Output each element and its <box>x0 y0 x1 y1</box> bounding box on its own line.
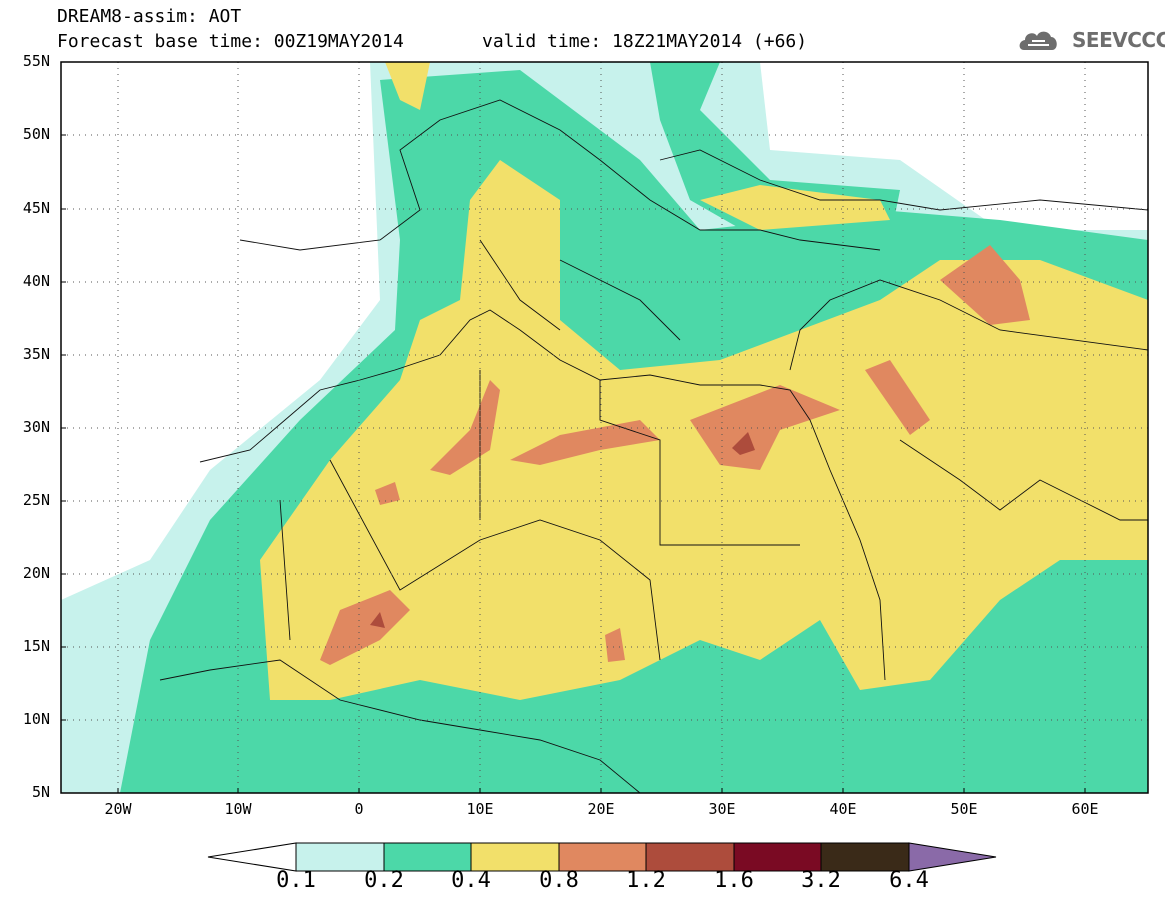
aot-band-orange-2 <box>430 380 500 475</box>
lon-label: 30E <box>708 800 736 818</box>
colorbar-label: 1.6 <box>714 868 754 893</box>
lon-label: 20E <box>587 800 615 818</box>
lon-label: 20W <box>104 800 132 818</box>
lat-label: 20N <box>22 564 50 582</box>
aot-band-yellow-3 <box>385 62 430 110</box>
lon-label: 10W <box>224 800 252 818</box>
forecast-base-time: Forecast base time: 00Z19MAY2014 <box>57 31 404 52</box>
lat-label: 35N <box>22 345 50 363</box>
coastlines <box>159 99 1148 793</box>
colorbar-label: 3.2 <box>801 868 841 893</box>
colorbar-low-arrow <box>207 842 297 872</box>
aot-band-orange-3 <box>510 420 660 465</box>
aot-band-orange-4 <box>690 385 840 470</box>
aot-band-orange-8 <box>605 628 625 662</box>
colorbar-swatch <box>645 842 735 872</box>
aot-band-dark-red-1 <box>370 612 385 628</box>
colorbar-label: 0.1 <box>276 868 316 893</box>
colorbar-high-arrow <box>908 842 997 872</box>
colorbar-swatch <box>733 842 822 872</box>
lon-label: 60E <box>1071 800 1099 818</box>
aot-fields <box>61 62 1148 793</box>
colorbar-swatch <box>470 842 560 872</box>
lat-label: 15N <box>22 637 50 655</box>
aot-band-orange-6 <box>940 245 1030 325</box>
colorbar-label: 0.8 <box>539 868 579 893</box>
lat-label: 45N <box>22 199 50 217</box>
lat-label: 40N <box>22 272 50 290</box>
aot-band-dark-red-2 <box>732 432 755 455</box>
lat-label: 50N <box>22 125 50 143</box>
lat-label: 5N <box>31 783 50 801</box>
lat-label: 10N <box>22 710 50 728</box>
lat-label: 25N <box>22 491 50 509</box>
axis-ticks <box>61 61 1086 793</box>
colorbar <box>207 842 997 872</box>
lon-label: 0 <box>354 800 364 818</box>
colorbar-label: 0.2 <box>364 868 404 893</box>
colorbar-swatch <box>295 842 385 872</box>
colorbar-swatch <box>558 842 647 872</box>
colorbar-label: 6.4 <box>889 868 929 893</box>
colorbar-label: 1.2 <box>626 868 666 893</box>
aot-band-orange-7 <box>375 482 400 505</box>
colorbar-swatch <box>820 842 910 872</box>
logo-text: SEEVCCC <box>1072 28 1165 52</box>
aot-band-orange-1 <box>320 590 410 665</box>
lon-label: 50E <box>950 800 978 818</box>
lon-label: 10E <box>466 800 494 818</box>
valid-time: valid time: 18Z21MAY2014 (+66) <box>482 31 808 52</box>
aot-band-orange-5 <box>865 360 930 435</box>
lat-label: 30N <box>22 418 50 436</box>
lat-label: 55N <box>22 52 50 70</box>
cloud-logo-icon <box>1019 31 1057 50</box>
lon-label: 40E <box>829 800 857 818</box>
colorbar-label: 0.4 <box>451 868 491 893</box>
map-title: DREAM8-assim: AOT <box>57 6 242 27</box>
colorbar-swatch <box>383 842 472 872</box>
